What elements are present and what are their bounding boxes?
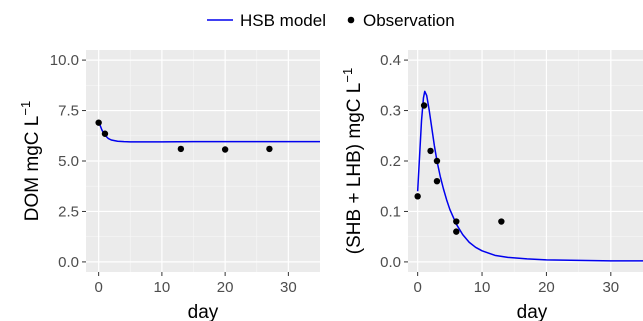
dom-observation-point: [221, 146, 229, 153]
dom-y-tick-label: 2.5: [58, 203, 79, 220]
legend-label-observation: Observation: [363, 11, 455, 30]
dom-y-tick-label: 0.0: [58, 254, 79, 271]
dom-y-tick-label: 10.0: [50, 52, 79, 69]
hb-gridlines: [408, 50, 643, 272]
hb-observation-point: [414, 193, 421, 200]
dom-x-tick-label: 30: [280, 279, 297, 296]
hb-observation-point: [433, 177, 441, 185]
hb-x-tick-label: 20: [538, 279, 555, 296]
dom-x-tick-label: 0: [94, 279, 102, 296]
hb-y-tick-label: 0.1: [380, 203, 401, 220]
hb-x-axis-title: day: [517, 302, 548, 321]
dom-observation-point: [101, 130, 109, 137]
hb-observation-point: [498, 218, 505, 225]
hb-y-tick-label: 0.0: [380, 254, 401, 271]
dom-y-axis-title: DOM mgC L−1: [18, 101, 43, 221]
hb-observation-point: [433, 157, 441, 165]
dom-marks: [95, 119, 320, 153]
hb-x-tick-label: 30: [602, 279, 619, 296]
hb-marks: [414, 90, 643, 262]
hb-y-tick-label: 0.3: [380, 103, 401, 120]
hb-model-line: [416, 90, 643, 262]
hb-x-tick-label: 0: [413, 279, 421, 296]
legend-label-model: HSB model: [240, 11, 326, 30]
hb-y-tick-label: 0.4: [380, 52, 401, 69]
dom-y-axis-title-main: DOM mgC L: [22, 116, 43, 222]
hb-observation-point: [453, 228, 460, 235]
hb-y-axis-title-superscript: −1: [340, 68, 355, 83]
dom-panel: 0 10 20 30 0.0 2.5 5.0 7.5 10.0 day DOM mgC L−1: [18, 50, 320, 321]
hb-observation-point: [420, 102, 428, 109]
dom-x-axis-title: day: [188, 302, 219, 321]
dom-tick-labels: 0 10 20 30 0.0 2.5 5.0 7.5 10.0: [50, 52, 297, 296]
dom-observation-point: [95, 119, 102, 126]
hb-y-axis-title: (SHB + LHB) mgC L−1: [340, 68, 365, 254]
dom-y-tick-label: 5.0: [58, 153, 79, 170]
hb-observation-point: [427, 147, 434, 155]
hb-panel: 0 10 20 30 0.0 0.1 0.2 0.3 0.4 day (SHB + LHB) m…: [340, 50, 643, 321]
hb-y-axis-title-main: (SHB + LHB) mgC L: [344, 83, 365, 255]
hb-y-tick-label: 0.2: [380, 153, 401, 170]
legend: HSB model Observation: [207, 11, 455, 30]
dom-gridlines: [86, 50, 320, 272]
dom-x-tick-label: 20: [217, 279, 234, 296]
hb-x-tick-label: 10: [474, 279, 491, 296]
hb-observation-point: [453, 218, 460, 225]
dom-y-tick-label: 7.5: [58, 103, 79, 120]
dom-y-axis-title-superscript: −1: [18, 101, 33, 116]
dom-x-tick-label: 10: [154, 279, 171, 296]
legend-point-swatch: [347, 16, 355, 24]
dom-observation-point: [177, 145, 185, 153]
hb-tick-labels: 0 10 20 30 0.0 0.1 0.2 0.3 0.4: [380, 52, 619, 296]
dom-observation-point: [266, 145, 273, 153]
